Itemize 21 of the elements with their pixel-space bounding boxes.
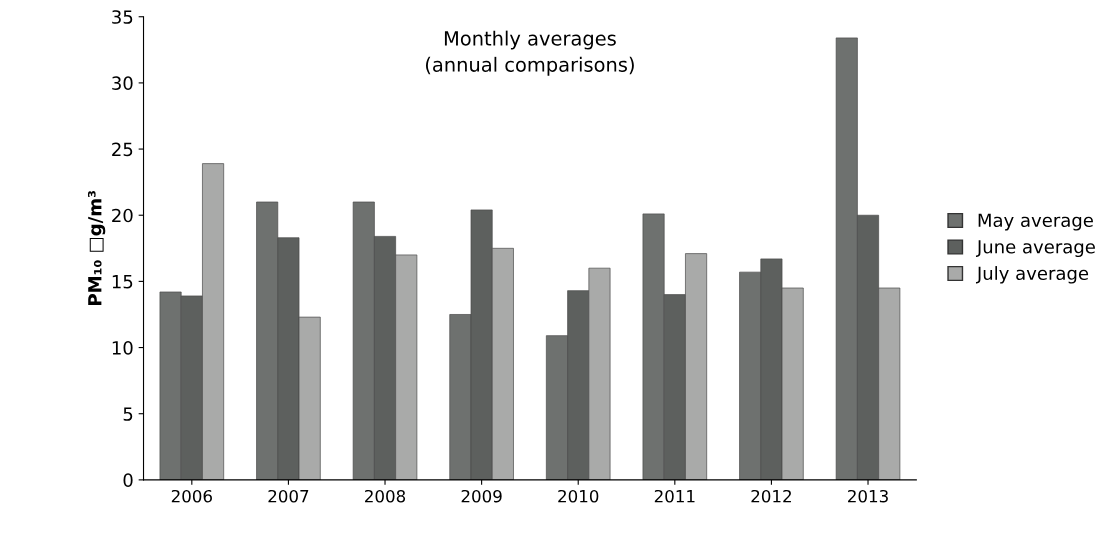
x-tick-label: 2010 [558, 489, 599, 503]
legend-label: June average [975, 240, 1095, 258]
x-tick-label: 2007 [268, 489, 309, 503]
y-tick-label: 10 [112, 341, 133, 355]
x-tick-label: 2008 [365, 489, 406, 503]
y-tick-label: 20 [112, 208, 133, 223]
x-tick-label: 2006 [171, 489, 212, 503]
x-tick-label: 2009 [461, 489, 502, 503]
legend-label: May average [978, 213, 1093, 231]
x-tick-label: 2011 [654, 489, 695, 503]
x-tick-label: 2013 [848, 489, 888, 503]
y-tick-label: 35 [112, 10, 133, 24]
y-tick-label: 25 [112, 142, 133, 157]
x-tick-label: 2012 [751, 489, 791, 503]
y-tick-label: 15 [112, 275, 133, 289]
text: Monthly averages (annual comparisons) [425, 30, 634, 76]
y-tick-label: 5 [123, 407, 133, 421]
y-axis-title: PM₁₀ □g/m³ [87, 190, 106, 305]
legend-label: July average [975, 266, 1089, 284]
y-tick-label: 30 [112, 76, 133, 91]
y-tick-label: 0 [123, 473, 133, 487]
